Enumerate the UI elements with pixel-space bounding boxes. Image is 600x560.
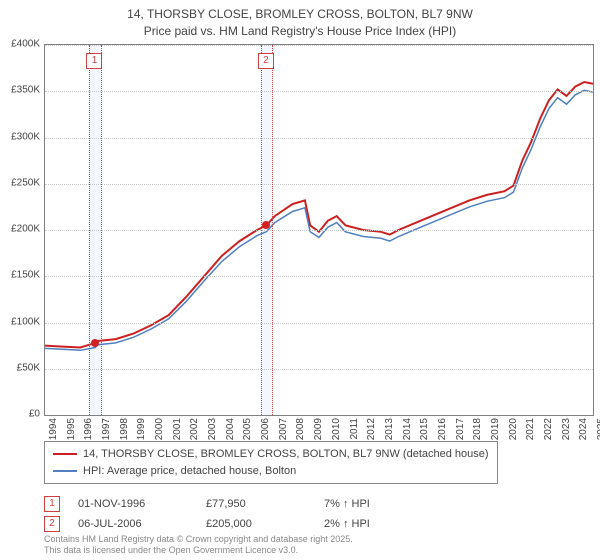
y-tick-label: £150K bbox=[0, 270, 40, 281]
legend-swatch-price bbox=[53, 453, 77, 455]
x-tick-label: 1998 bbox=[119, 418, 130, 440]
x-tick-label: 2018 bbox=[472, 418, 483, 440]
title-line-1: 14, THORSBY CLOSE, BROMLEY CROSS, BOLTON… bbox=[0, 6, 600, 23]
x-tick-label: 2023 bbox=[561, 418, 572, 440]
x-tick-label: 2007 bbox=[278, 418, 289, 440]
x-tick-label: 2014 bbox=[402, 418, 413, 440]
y-tick-label: £400K bbox=[0, 39, 40, 50]
legend-swatch-hpi bbox=[53, 470, 77, 472]
x-tick-label: 2009 bbox=[313, 418, 324, 440]
x-tick-label: 2021 bbox=[525, 418, 536, 440]
x-tick-label: 2010 bbox=[331, 418, 342, 440]
txn-date: 06-JUL-2006 bbox=[78, 518, 188, 530]
footer: Contains HM Land Registry data © Crown c… bbox=[44, 534, 353, 556]
footer-line-2: This data is licensed under the Open Gov… bbox=[44, 545, 353, 556]
txn-pct: 2% ↑ HPI bbox=[324, 518, 424, 530]
x-tick-label: 2004 bbox=[225, 418, 236, 440]
y-tick-label: £350K bbox=[0, 85, 40, 96]
y-tick-label: £200K bbox=[0, 224, 40, 235]
x-tick-label: 1995 bbox=[66, 418, 77, 440]
table-row: 1 01-NOV-1996 £77,950 7% ↑ HPI bbox=[44, 494, 424, 514]
series-line-price_paid bbox=[45, 82, 593, 348]
table-row: 2 06-JUL-2006 £205,000 2% ↑ HPI bbox=[44, 514, 424, 534]
x-tick-label: 2016 bbox=[437, 418, 448, 440]
x-tick-label: 1997 bbox=[101, 418, 112, 440]
transaction-marker bbox=[91, 339, 99, 347]
series-line-hpi bbox=[45, 90, 593, 350]
x-tick-label: 2020 bbox=[508, 418, 519, 440]
legend: 14, THORSBY CLOSE, BROMLEY CROSS, BOLTON… bbox=[44, 441, 498, 484]
x-tick-label: 2002 bbox=[189, 418, 200, 440]
x-tick-label: 2000 bbox=[154, 418, 165, 440]
y-tick-label: £250K bbox=[0, 177, 40, 188]
transactions-table: 1 01-NOV-1996 £77,950 7% ↑ HPI 2 06-JUL-… bbox=[44, 494, 424, 534]
chart-container: 14, THORSBY CLOSE, BROMLEY CROSS, BOLTON… bbox=[0, 0, 600, 560]
x-tick-label: 2012 bbox=[366, 418, 377, 440]
txn-date: 01-NOV-1996 bbox=[78, 498, 188, 510]
txn-price: £77,950 bbox=[206, 498, 306, 510]
plot-area: 12 bbox=[44, 44, 594, 416]
footer-line-1: Contains HM Land Registry data © Crown c… bbox=[44, 534, 353, 545]
x-tick-label: 2024 bbox=[578, 418, 589, 440]
x-tick-label: 2003 bbox=[207, 418, 218, 440]
x-tick-label: 2025 bbox=[596, 418, 600, 440]
x-tick-label: 2015 bbox=[419, 418, 430, 440]
x-tick-label: 2011 bbox=[349, 418, 360, 440]
transaction-marker bbox=[262, 221, 270, 229]
y-tick-label: £300K bbox=[0, 131, 40, 142]
x-tick-label: 2005 bbox=[242, 418, 253, 440]
y-tick-label: £0 bbox=[0, 409, 40, 420]
legend-row-hpi: HPI: Average price, detached house, Bolt… bbox=[53, 463, 489, 480]
legend-row-price: 14, THORSBY CLOSE, BROMLEY CROSS, BOLTON… bbox=[53, 446, 489, 463]
legend-label-hpi: HPI: Average price, detached house, Bolt… bbox=[83, 463, 296, 480]
y-tick-label: £50K bbox=[0, 362, 40, 373]
x-tick-label: 2008 bbox=[295, 418, 306, 440]
x-tick-label: 2013 bbox=[384, 418, 395, 440]
marker-badge: 2 bbox=[44, 516, 60, 532]
marker-badge: 1 bbox=[44, 496, 60, 512]
x-tick-label: 2006 bbox=[260, 418, 271, 440]
reference-marker-badge: 2 bbox=[258, 53, 274, 69]
x-tick-label: 2022 bbox=[543, 418, 554, 440]
y-tick-label: £100K bbox=[0, 316, 40, 327]
legend-label-price: 14, THORSBY CLOSE, BROMLEY CROSS, BOLTON… bbox=[83, 446, 489, 463]
x-tick-label: 1994 bbox=[48, 418, 59, 440]
txn-pct: 7% ↑ HPI bbox=[324, 498, 424, 510]
x-tick-label: 1996 bbox=[83, 418, 94, 440]
title-line-2: Price paid vs. HM Land Registry's House … bbox=[0, 23, 600, 40]
x-tick-label: 1999 bbox=[136, 418, 147, 440]
reference-band bbox=[261, 45, 274, 415]
reference-band bbox=[89, 45, 102, 415]
txn-price: £205,000 bbox=[206, 518, 306, 530]
x-tick-label: 2001 bbox=[172, 418, 183, 440]
reference-marker-badge: 1 bbox=[86, 53, 102, 69]
chart-title: 14, THORSBY CLOSE, BROMLEY CROSS, BOLTON… bbox=[0, 0, 600, 40]
x-tick-label: 2017 bbox=[455, 418, 466, 440]
x-tick-label: 2019 bbox=[490, 418, 501, 440]
